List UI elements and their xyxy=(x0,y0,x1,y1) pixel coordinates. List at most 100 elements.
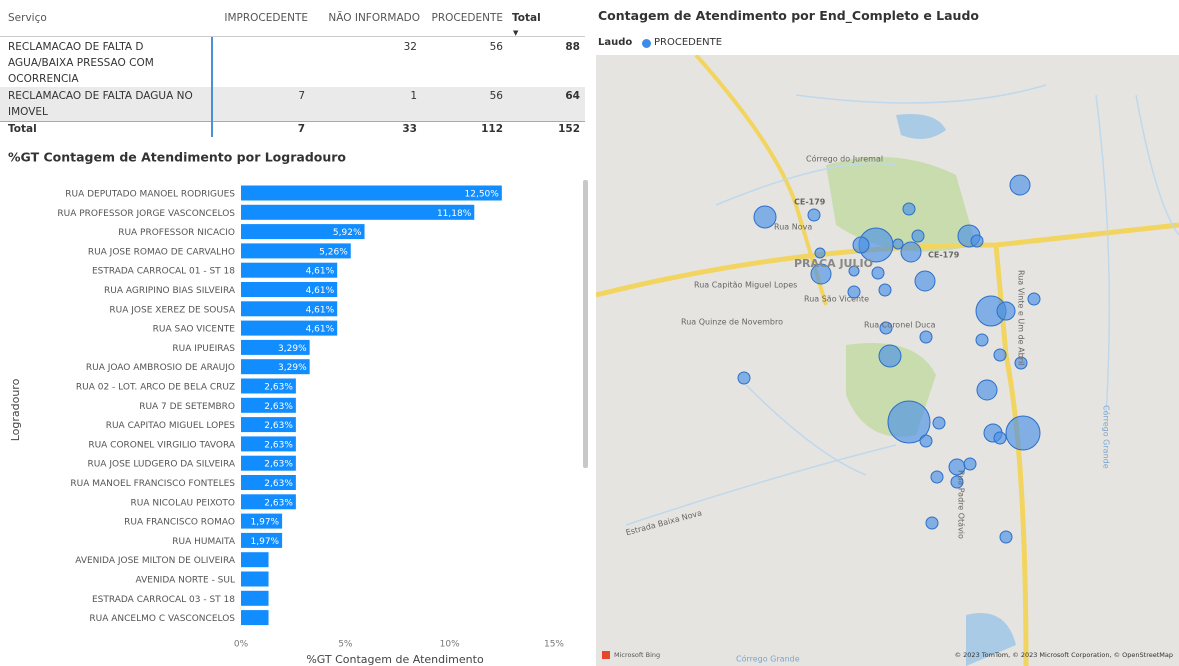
bar xyxy=(241,475,296,490)
chart-title: %GT Contagem de Atendimento por Logradou… xyxy=(8,150,346,165)
map-label: Rua Coronel Duca xyxy=(864,321,936,330)
data-label: 1,97% xyxy=(251,537,280,547)
map-label: Rua Capitão Miguel Lopes xyxy=(694,281,797,290)
cell: 56 xyxy=(489,90,503,102)
row-bg xyxy=(0,87,585,121)
y-tick-label: RUA DEPUTADO MANOEL RODRIGUES xyxy=(65,190,235,200)
x-tick-label: 10% xyxy=(440,640,460,650)
y-tick-label: RUA FRANCISCO ROMAO xyxy=(124,518,235,528)
cell: 1 xyxy=(410,90,417,102)
bar xyxy=(241,397,296,413)
scrollbar[interactable] xyxy=(583,180,588,468)
sort-icon: ▼ xyxy=(513,29,519,37)
header: NÃO INFORMADO xyxy=(328,12,420,24)
bar-chart: %GT Contagem de Atendimento por Logradou… xyxy=(8,150,588,666)
y-tick-label: RUA 02 - LOT. ARCO DE BELA CRUZ xyxy=(76,383,235,393)
total-cell: 152 xyxy=(558,123,580,135)
map-label: PRACA JULIO xyxy=(794,257,873,270)
bar xyxy=(241,571,269,587)
data-label: 4,61% xyxy=(306,286,335,296)
bar xyxy=(241,532,283,548)
water xyxy=(966,613,1016,666)
park xyxy=(826,157,976,252)
x-tick-label: 15% xyxy=(544,640,564,650)
data-label: 2,63% xyxy=(264,421,293,431)
data-label: 4,61% xyxy=(306,305,335,315)
divider xyxy=(0,121,585,122)
attribution: © 2023 TomTom, © 2023 Microsoft Corporat… xyxy=(955,651,1173,659)
map-label: Rua São Vicente xyxy=(804,295,869,304)
bar xyxy=(241,204,475,220)
data-label: 4,61% xyxy=(306,267,335,277)
bar xyxy=(241,262,338,278)
bar xyxy=(241,436,296,452)
map-label: Rua Padre Otávio xyxy=(957,470,966,539)
cell: 32 xyxy=(403,41,417,53)
y-tick-label: RUA IPUEIRAS xyxy=(172,344,235,354)
y-tick-label: RUA JOSE LUDGERO DA SILVEIRA xyxy=(87,460,235,470)
x-axis-title: %GT Contagem de Atendimento xyxy=(306,653,484,666)
y-tick-label: ESTRADA CARROCAL 03 - ST 18 xyxy=(92,595,235,605)
y-tick-label: AVENIDA NORTE - SUL xyxy=(136,576,235,586)
cell: 56 xyxy=(489,41,503,53)
y-tick-label: RUA JOSE ROMAO DE CARVALHO xyxy=(88,247,235,257)
y-tick-label: RUA JOAO AMBROSIO DE ARAUJO xyxy=(86,363,235,373)
y-tick-label: RUA AGRIPINO BIAS SILVEIRA xyxy=(104,286,236,296)
header: PROCEDENTE xyxy=(431,12,503,24)
total-cell: Total xyxy=(8,123,37,135)
data-label: 2,63% xyxy=(264,460,293,470)
x-tick-label: 0% xyxy=(234,640,249,650)
data-label: 5,92% xyxy=(333,228,362,238)
map-label: CE-179 xyxy=(794,198,826,207)
bar xyxy=(241,243,351,259)
map-label: CE-179 xyxy=(928,251,960,260)
bar xyxy=(241,610,269,626)
total-cell: 7 xyxy=(297,123,305,135)
y-tick-label: RUA JOSE XEREZ DE SOUSA xyxy=(109,305,235,315)
bubbles xyxy=(737,174,1041,544)
y-tick-label: ESTRADA CARROCAL 01 - ST 18 xyxy=(92,267,235,277)
map-label: Córrego Grande xyxy=(1102,405,1112,469)
y-tick-label: RUA PROFESSOR NICACIO xyxy=(118,228,235,238)
legend-dot xyxy=(642,39,651,48)
header: Total xyxy=(512,12,541,24)
cell: RECLAMACAO DE FALTA D AGUA/BAIXA PRESSAO… xyxy=(8,41,154,85)
map[interactable]: Córrego do Juremal CE-179 Rua Nova PRACA… xyxy=(596,55,1179,666)
data-label: 2,63% xyxy=(264,402,293,412)
data-label: 5,26% xyxy=(319,247,348,257)
y-tick-label: RUA NICOLAU PEIXOTO xyxy=(131,498,235,508)
legend-item[interactable]: PROCEDENTE xyxy=(654,37,723,48)
bar xyxy=(241,339,310,355)
bar xyxy=(241,590,269,606)
divider xyxy=(0,36,585,37)
data-label: 11,18% xyxy=(437,209,472,219)
bar xyxy=(241,224,365,240)
stream xyxy=(625,84,1179,526)
data-label: 12,50% xyxy=(465,190,500,200)
y-tick-label: RUA PROFESSOR JORGE VASCONCELOS xyxy=(57,209,235,219)
bar xyxy=(241,185,502,201)
data-label: 2,63% xyxy=(264,479,293,489)
data-label: 2,63% xyxy=(264,440,293,450)
bar xyxy=(241,301,338,317)
data-label: 2,63% xyxy=(264,383,293,393)
y-tick-label: RUA HUMAITA xyxy=(172,537,236,547)
cell: RECLAMACAO DE FALTA DAGUA NO IMOVEL xyxy=(8,90,193,118)
y-axis-title: Logradouro xyxy=(9,378,22,441)
road xyxy=(596,222,1179,298)
road xyxy=(694,55,828,306)
map-label: Rua Vinte e Um de Abril xyxy=(1017,270,1026,365)
y-tick-label: AVENIDA JOSE MILTON DE OLIVEIRA xyxy=(75,556,236,566)
total-cell: 33 xyxy=(402,123,417,135)
bar xyxy=(241,455,296,471)
y-tick-label: RUA SAO VICENTE xyxy=(153,325,236,335)
y-tick-label: RUA MANOEL FRANCISCO FONTELES xyxy=(70,479,235,489)
data-label: 2,63% xyxy=(264,498,293,508)
bar xyxy=(241,552,269,568)
road xyxy=(993,244,1029,666)
y-tick-label: RUA 7 DE SETEMBRO xyxy=(139,402,235,412)
header: IMPROCEDENTE xyxy=(224,12,308,24)
cell: 64 xyxy=(565,90,580,102)
x-tick-label: 5% xyxy=(338,640,353,650)
